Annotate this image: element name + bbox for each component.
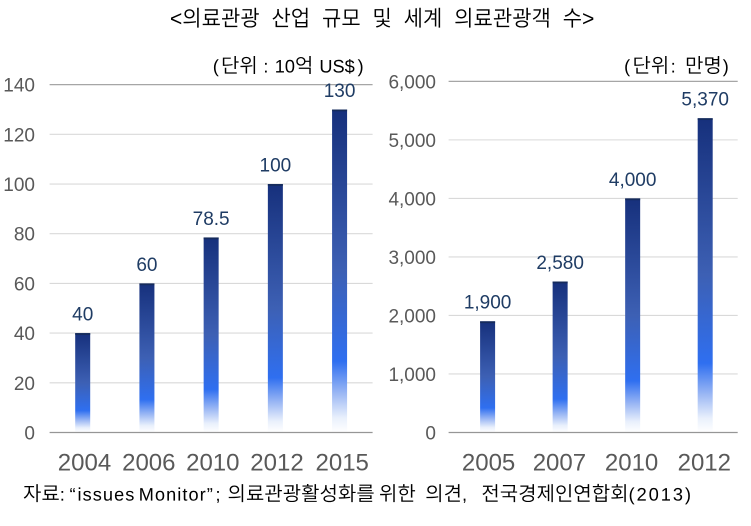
svg-text:40: 40	[72, 305, 93, 326]
svg-text:60: 60	[136, 255, 157, 276]
svg-text:2006: 2006	[122, 449, 175, 476]
svg-text:4,000: 4,000	[388, 189, 436, 210]
svg-text:2015: 2015	[316, 449, 369, 476]
svg-text:2005: 2005	[462, 449, 515, 476]
svg-text:140: 140	[3, 76, 35, 97]
svg-text:5,000: 5,000	[388, 131, 436, 152]
svg-text:2012: 2012	[250, 449, 303, 476]
svg-text:6,000: 6,000	[388, 72, 436, 93]
svg-text:60: 60	[14, 274, 35, 295]
svg-text:5,370: 5,370	[681, 90, 729, 111]
svg-text:1,000: 1,000	[388, 365, 436, 386]
svg-text:78.5: 78.5	[193, 209, 230, 230]
svg-text:100: 100	[3, 175, 35, 196]
svg-text:100: 100	[260, 155, 292, 176]
svg-text:2010: 2010	[605, 449, 658, 476]
svg-text:20: 20	[14, 374, 35, 395]
svg-text:80: 80	[14, 225, 35, 246]
svg-text:0: 0	[24, 424, 35, 445]
svg-text:4,000: 4,000	[609, 170, 657, 191]
svg-text:2,000: 2,000	[388, 306, 436, 327]
svg-text:2,580: 2,580	[536, 253, 584, 274]
svg-text:3,000: 3,000	[388, 248, 436, 269]
svg-text:2012: 2012	[678, 449, 731, 476]
svg-text:130: 130	[324, 81, 356, 102]
svg-text:120: 120	[3, 125, 35, 146]
svg-text:1,900: 1,900	[464, 293, 512, 314]
svg-text:2004: 2004	[58, 449, 111, 476]
svg-text:2010: 2010	[186, 449, 239, 476]
svg-text:40: 40	[14, 324, 35, 345]
svg-text:0: 0	[425, 424, 436, 445]
svg-text:2007: 2007	[533, 449, 586, 476]
